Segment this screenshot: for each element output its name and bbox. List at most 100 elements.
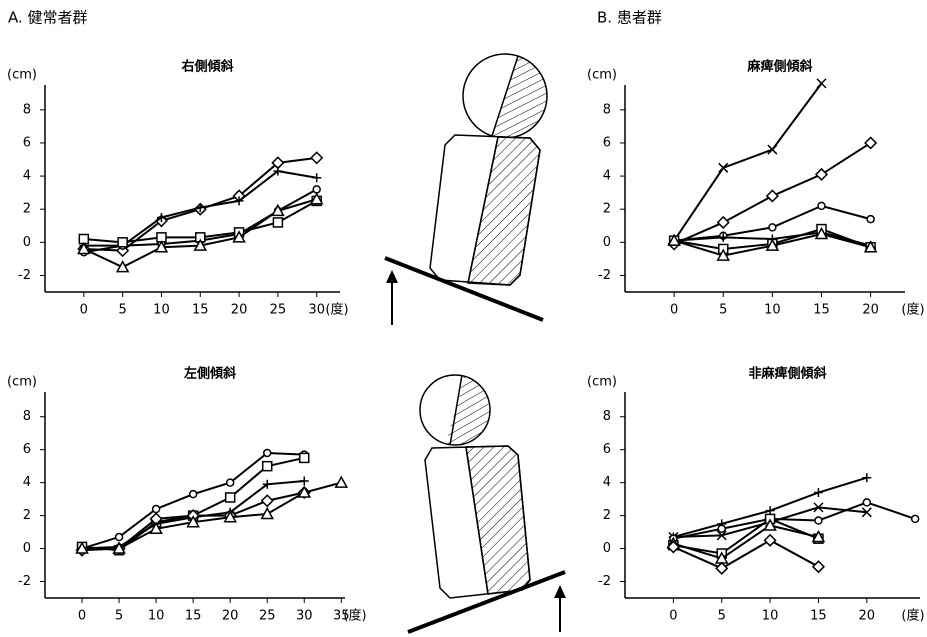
marker	[818, 202, 825, 209]
tilt-diagram	[385, 54, 558, 325]
y-tick-label: 4	[603, 169, 611, 184]
y-tick-label: 4	[23, 169, 31, 184]
marker	[817, 79, 826, 88]
y-axis-label: (cm)	[587, 68, 617, 83]
marker	[300, 476, 309, 485]
y-tick-label: 8	[603, 102, 611, 117]
x-tick-label: 15	[185, 609, 202, 624]
marker	[300, 453, 309, 462]
x-tick-label: 20	[859, 609, 876, 624]
y-tick-label: 0	[23, 541, 31, 556]
x-tick-label: 0	[80, 303, 88, 318]
y-tick-label: 6	[603, 442, 611, 457]
y-axis-label: (cm)	[587, 375, 617, 390]
marker	[273, 218, 282, 227]
x-tick-label: 20	[862, 303, 879, 318]
y-tick-label: 8	[23, 409, 31, 424]
marker	[719, 163, 728, 172]
x-tick-label: 20	[222, 609, 239, 624]
marker	[768, 145, 777, 154]
marker	[117, 262, 128, 272]
series-line	[674, 83, 821, 240]
marker	[815, 517, 822, 524]
marker	[312, 173, 321, 182]
x-tick-label: 0	[78, 609, 86, 624]
y-tick-label: -2	[18, 574, 31, 589]
x-tick-label: 10	[764, 303, 781, 318]
x-tick-label: 25	[270, 303, 287, 318]
marker	[264, 449, 271, 456]
x-tick-label: 0	[670, 303, 678, 318]
marker	[116, 534, 123, 541]
x-tick-label: 5	[718, 609, 726, 624]
y-tick-label: -2	[598, 574, 611, 589]
marker	[718, 525, 725, 532]
y-tick-label: 6	[603, 135, 611, 150]
marker	[813, 561, 824, 572]
marker	[718, 217, 729, 228]
section-label: B. 患者群	[597, 9, 662, 27]
x-tick-label: 10	[762, 609, 779, 624]
figure: A. 健常者群 B. 患者群 右側傾斜 (cm) (度) -2 0 2 4 6 8 0 5 10 15 2…	[0, 0, 927, 637]
x-tick-label: 25	[259, 609, 276, 624]
y-axis-label: (cm)	[7, 68, 37, 83]
marker	[863, 499, 870, 506]
x-tick-label: 5	[115, 609, 123, 624]
marker	[865, 137, 876, 148]
y-tick-label: -2	[18, 268, 31, 283]
y-tick-label: 4	[603, 475, 611, 490]
series-line	[673, 540, 818, 568]
marker	[912, 515, 919, 522]
y-tick-label: 0	[23, 235, 31, 250]
series-line	[673, 502, 915, 538]
y-tick-label: 2	[603, 202, 611, 217]
x-tick-label: 30	[308, 303, 325, 318]
marker	[153, 506, 160, 513]
marker	[263, 462, 272, 471]
marker	[311, 152, 322, 163]
marker	[769, 224, 776, 231]
marker	[767, 190, 778, 201]
x-tick-label: 20	[231, 303, 248, 318]
marker	[814, 488, 823, 497]
marker	[862, 473, 871, 482]
marker	[226, 493, 235, 502]
tilt-diagram	[408, 375, 566, 632]
section-label: A. 健常者群	[8, 9, 88, 27]
y-tick-label: 6	[23, 442, 31, 457]
x-tick-label: 10	[153, 303, 170, 318]
marker	[716, 563, 727, 574]
y-axis-label: (cm)	[7, 375, 37, 390]
x-axis-label: (度)	[325, 302, 348, 318]
x-tick-label: 5	[118, 303, 126, 318]
y-tick-label: 2	[23, 508, 31, 523]
marker	[118, 238, 127, 247]
x-tick-label: 15	[810, 609, 827, 624]
marker	[190, 491, 197, 498]
x-axis-label: (度)	[901, 302, 924, 318]
marker	[336, 477, 347, 487]
x-tick-label: 5	[719, 303, 727, 318]
y-tick-label: 0	[603, 541, 611, 556]
marker	[227, 479, 234, 486]
y-tick-label: 8	[23, 102, 31, 117]
marker	[816, 169, 827, 180]
y-tick-label: 8	[603, 409, 611, 424]
x-tick-label: 35	[333, 609, 350, 624]
chart-title: 左側傾斜	[184, 366, 236, 382]
chart-title: 右側傾斜	[180, 59, 233, 75]
y-tick-label: -2	[598, 268, 611, 283]
y-tick-label: 2	[603, 508, 611, 523]
x-tick-label: 15	[813, 303, 830, 318]
x-axis-label: (度)	[901, 608, 924, 624]
y-tick-label: 6	[23, 135, 31, 150]
y-tick-label: 2	[23, 202, 31, 217]
chart-title: 非麻痺側傾斜	[748, 366, 826, 382]
x-tick-label: 15	[192, 303, 209, 318]
y-tick-label: 0	[603, 235, 611, 250]
x-tick-label: 10	[148, 609, 165, 624]
x-tick-label: 0	[669, 609, 677, 624]
marker	[765, 535, 776, 546]
chart-title: 麻痺側傾斜	[746, 59, 812, 75]
marker	[867, 216, 874, 223]
